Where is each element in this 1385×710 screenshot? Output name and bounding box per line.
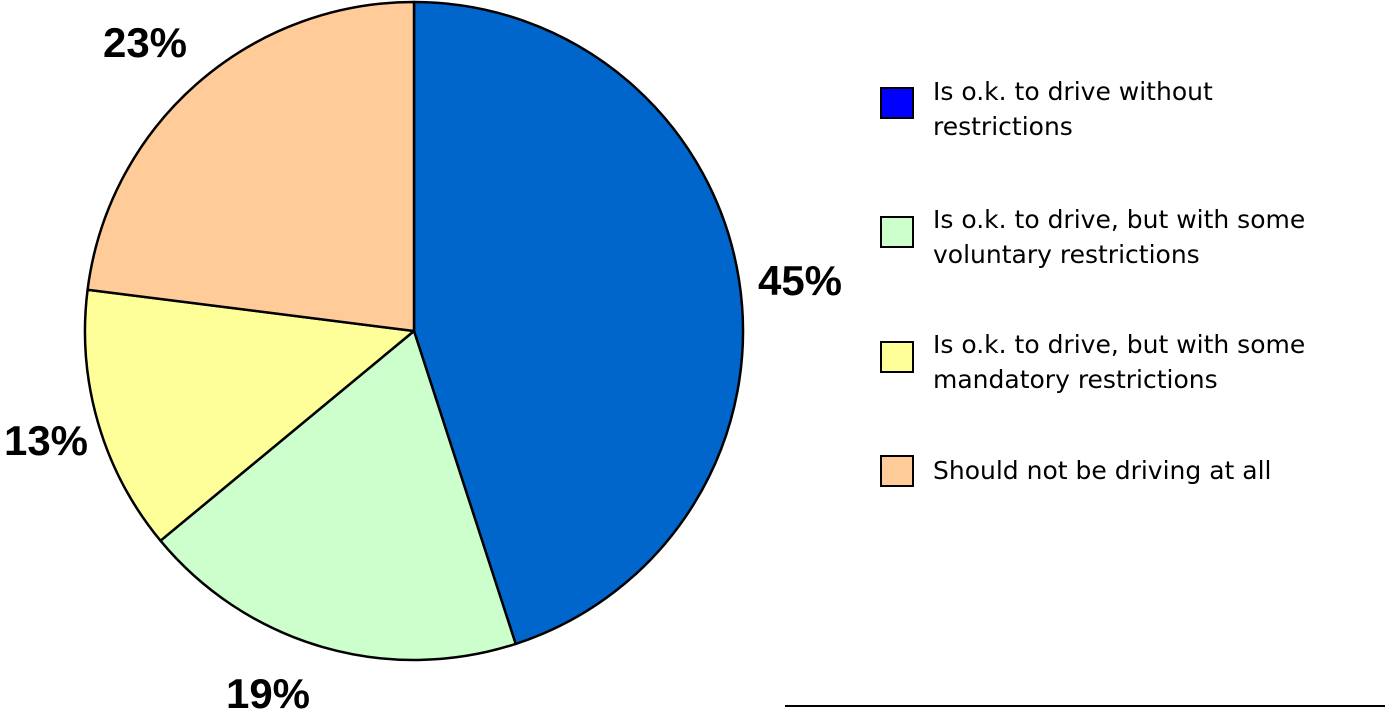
legend-entry-1-line-2: restrictions <box>933 112 1073 141</box>
pie-slice-1 <box>412 0 745 646</box>
pie-slices <box>83 0 745 662</box>
value-label-slice-1: 45% <box>758 257 842 304</box>
legend-swatch-4 <box>880 455 914 487</box>
pie-slice-2 <box>159 329 517 662</box>
legend-entry-4-line-1: Should not be driving at all <box>933 456 1271 485</box>
legend-entry-3-line-2: mandatory restrictions <box>933 365 1218 394</box>
legend-entry-2-line-2: voluntary restrictions <box>933 240 1200 269</box>
legend: Is o.k. to drive without restrictions Is… <box>880 77 1305 487</box>
legend-swatch-2 <box>880 216 914 248</box>
pie-value-labels: 45% 19% 13% 23% <box>4 19 842 710</box>
legend-entry-2-line-1: Is o.k. to drive, but with some <box>933 205 1305 234</box>
legend-swatch-3 <box>880 341 914 373</box>
value-label-slice-2: 19% <box>226 670 310 710</box>
value-label-slice-3: 13% <box>4 417 88 464</box>
legend-entry-3-line-1: Is o.k. to drive, but with some <box>933 330 1305 359</box>
value-label-slice-4: 23% <box>103 19 187 66</box>
legend-entry-1-line-1: Is o.k. to drive without <box>933 77 1213 106</box>
legend-swatch-1 <box>880 87 914 119</box>
pie-slice-3 <box>83 288 416 542</box>
pie-slice-4 <box>86 0 416 333</box>
